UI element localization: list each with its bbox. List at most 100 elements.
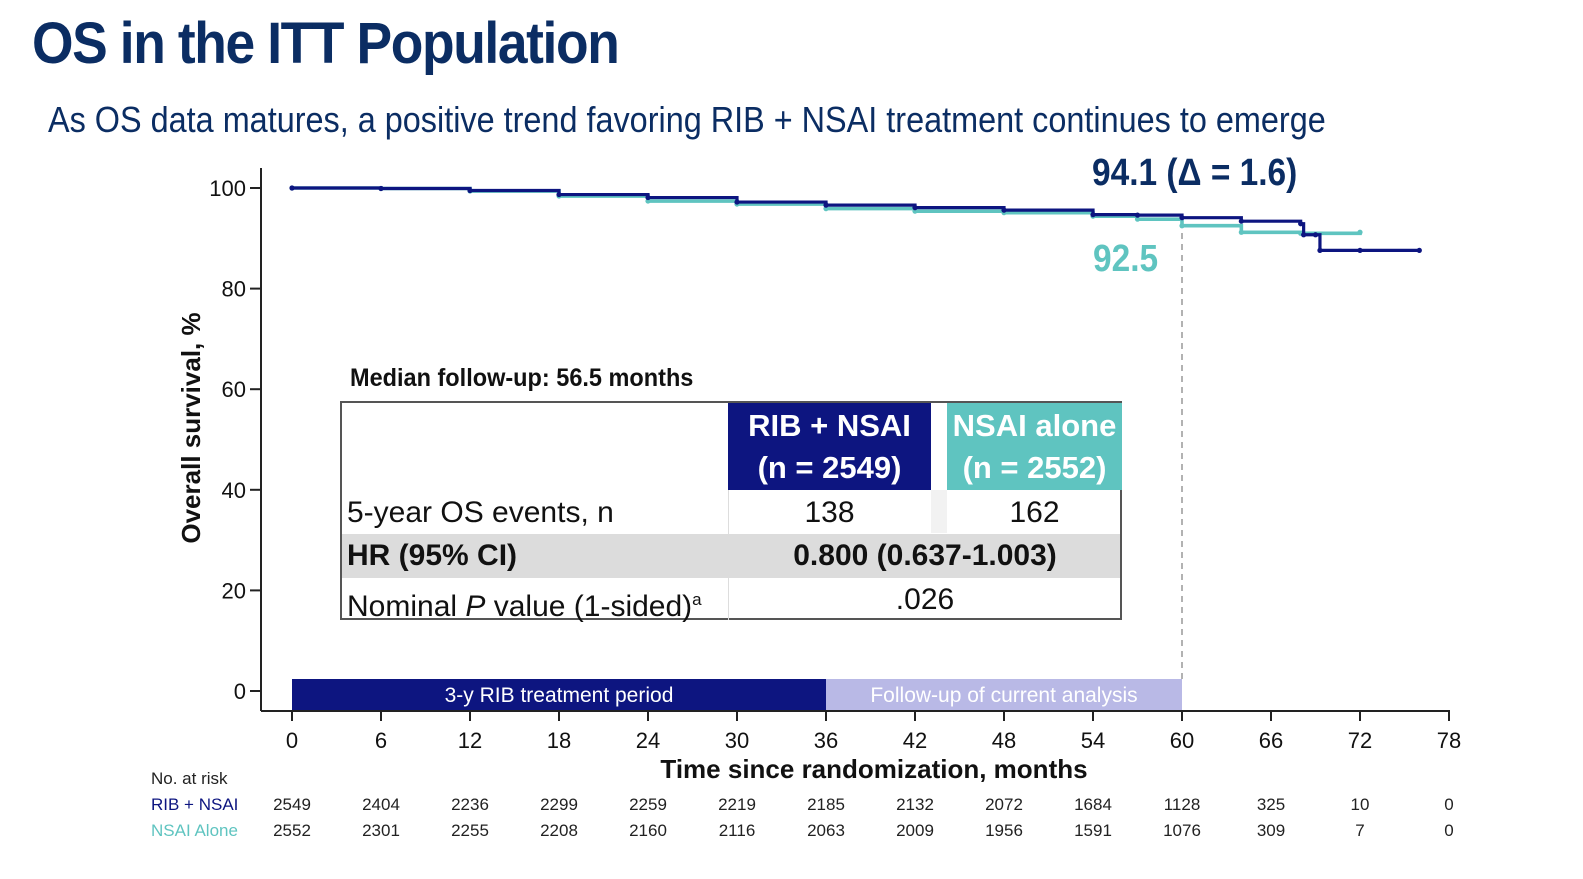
x-tick-label: 6 xyxy=(375,728,387,753)
at-risk-value: 7 xyxy=(1355,821,1364,840)
rib-censor-mark xyxy=(1298,221,1304,227)
rib-censor-mark xyxy=(912,205,918,211)
at-risk-value: 2132 xyxy=(896,795,934,814)
x-tick-label: 12 xyxy=(458,728,482,753)
at-risk-title: No. at risk xyxy=(151,769,228,788)
at-risk-value: 309 xyxy=(1257,821,1285,840)
at-risk-value: 2116 xyxy=(719,821,756,840)
at-risk-value: 1684 xyxy=(1074,795,1112,814)
at-risk-value: 2009 xyxy=(896,821,934,840)
rib-censor-mark xyxy=(289,185,295,191)
treatment-period-label: 3-y RIB treatment period xyxy=(445,684,674,707)
x-tick-label: 42 xyxy=(903,728,927,753)
at-risk-value: 2063 xyxy=(807,821,845,840)
x-tick-label: 30 xyxy=(725,728,749,753)
at-risk-value: 2236 xyxy=(451,795,489,814)
nsai-header-line1: NSAI alone xyxy=(952,408,1117,443)
nsai-header-line2: (n = 2552) xyxy=(962,450,1107,485)
median-followup: Median follow-up: 56.5 months xyxy=(350,364,694,392)
rib-censor-mark xyxy=(556,191,562,198)
rib-censor-mark xyxy=(1238,218,1244,224)
row-pvalue-label: Nominal P value (1-sided)a xyxy=(342,579,728,623)
page-title: OS in the ITT Population xyxy=(32,11,620,76)
nsai-header: NSAI alone (n = 2552) xyxy=(947,403,1122,490)
x-tick-label: 18 xyxy=(547,728,571,753)
row-hr-value: 0.800 (0.637-1.003) xyxy=(793,539,1057,572)
rib-censor-mark xyxy=(645,194,651,201)
at-risk-value: 2549 xyxy=(273,795,311,814)
at-risk-value: 325 xyxy=(1257,795,1285,814)
at-risk-value: 2259 xyxy=(629,795,667,814)
x-tick-label: 60 xyxy=(1170,728,1194,753)
rib-censor-mark xyxy=(467,187,473,194)
rib-censor-mark xyxy=(1416,247,1422,253)
pvalue-label-pre: Nominal xyxy=(347,590,466,623)
at-risk-value: 1591 xyxy=(1074,821,1112,840)
page-subtitle: As OS data matures, a positive trend fav… xyxy=(48,99,1326,140)
at-risk-value: 2208 xyxy=(540,821,578,840)
pvalue-label-post: value (1-sided) xyxy=(485,590,693,623)
at-risk-value: 2072 xyxy=(985,795,1023,814)
rib-censor-mark xyxy=(1357,247,1363,253)
period-bars: 3-y RIB treatment period Follow-up of cur… xyxy=(292,679,1182,710)
followup-period-label: Follow-up of current analysis xyxy=(870,684,1137,707)
at-risk-value: 2299 xyxy=(540,795,578,814)
survival-curves xyxy=(289,185,1422,253)
x-tick-label: 0 xyxy=(286,728,298,753)
rib-censor-mark xyxy=(1001,207,1007,213)
at-risk-label-rib: RIB + NSAI xyxy=(151,795,238,814)
at-risk-value: 2552 xyxy=(273,821,311,840)
rib-censor-mark xyxy=(1134,212,1141,218)
rib-censor-mark xyxy=(1301,232,1307,238)
rib-censor-mark xyxy=(823,202,829,208)
row-hr-label: HR (95% CI) xyxy=(347,539,518,572)
y-tick-label: 0 xyxy=(234,679,246,704)
at-risk-value: 2301 xyxy=(362,821,400,840)
rib-censor-mark xyxy=(378,185,384,192)
y-tick-label: 40 xyxy=(222,478,246,503)
rib-header-line1: RIB + NSAI xyxy=(748,408,911,443)
at-risk-value: 0 xyxy=(1444,821,1453,840)
rib-censor-mark xyxy=(1317,247,1323,253)
at-risk-value: 2219 xyxy=(718,795,756,814)
at-risk-value: 2404 xyxy=(362,795,400,814)
x-tick-label: 66 xyxy=(1259,728,1283,753)
pvalue-label-sup: a xyxy=(692,590,702,609)
at-risk-value: 1076 xyxy=(1163,821,1201,840)
at-risk-value: 2255 xyxy=(451,821,489,840)
y-tick-label: 60 xyxy=(222,377,246,402)
row-os-events-rib: 138 xyxy=(804,496,855,529)
row-pvalue-value: .026 xyxy=(895,583,955,616)
chart-axes: 0 20 40 60 80 100 0 6 12 18 24 30 36 42 48 54 60 66 72 78 Ti… xyxy=(176,168,1461,784)
at-risk-label-nsai: NSAI Alone xyxy=(151,821,238,840)
rib-os-annotation: 94.1 (Δ = 1.6) xyxy=(1092,152,1298,194)
at-risk-table: No. at risk RIB + NSAI 2549 2404 2236 2299 225… xyxy=(151,769,1454,840)
rib-censor-mark xyxy=(1312,232,1319,238)
nsai-censor-mark xyxy=(1238,229,1244,235)
at-risk-value: 1128 xyxy=(1164,795,1201,814)
x-tick-label: 54 xyxy=(1081,728,1105,753)
x-axis-title: Time since randomization, months xyxy=(660,754,1087,784)
rib-header-line2: (n = 2549) xyxy=(757,450,902,485)
table-divider xyxy=(931,490,947,533)
y-axis-title: Overall survival, % xyxy=(176,312,206,543)
at-risk-value: 1956 xyxy=(985,821,1023,840)
x-tick-label: 24 xyxy=(636,728,660,753)
treatment-period-bar xyxy=(292,679,826,710)
rib-censor-mark xyxy=(1090,212,1096,218)
at-risk-value: 2185 xyxy=(807,795,845,814)
x-tick-label: 48 xyxy=(992,728,1016,753)
pvalue-label-p: P xyxy=(465,590,486,623)
y-tick-label: 20 xyxy=(222,578,246,603)
rib-nsai-curve xyxy=(292,186,1420,252)
y-tick-label: 80 xyxy=(222,277,246,302)
row-hr-bg xyxy=(342,534,1120,578)
rib-censor-mark xyxy=(1179,215,1185,221)
nsai-censor-mark xyxy=(1357,229,1363,235)
nsai-os-annotation: 92.5 xyxy=(1093,238,1159,280)
x-tick-label: 72 xyxy=(1348,728,1372,753)
row-os-events-nsai: 162 xyxy=(1009,496,1060,529)
x-tick-label: 36 xyxy=(814,728,838,753)
x-tick-label: 78 xyxy=(1437,728,1461,753)
